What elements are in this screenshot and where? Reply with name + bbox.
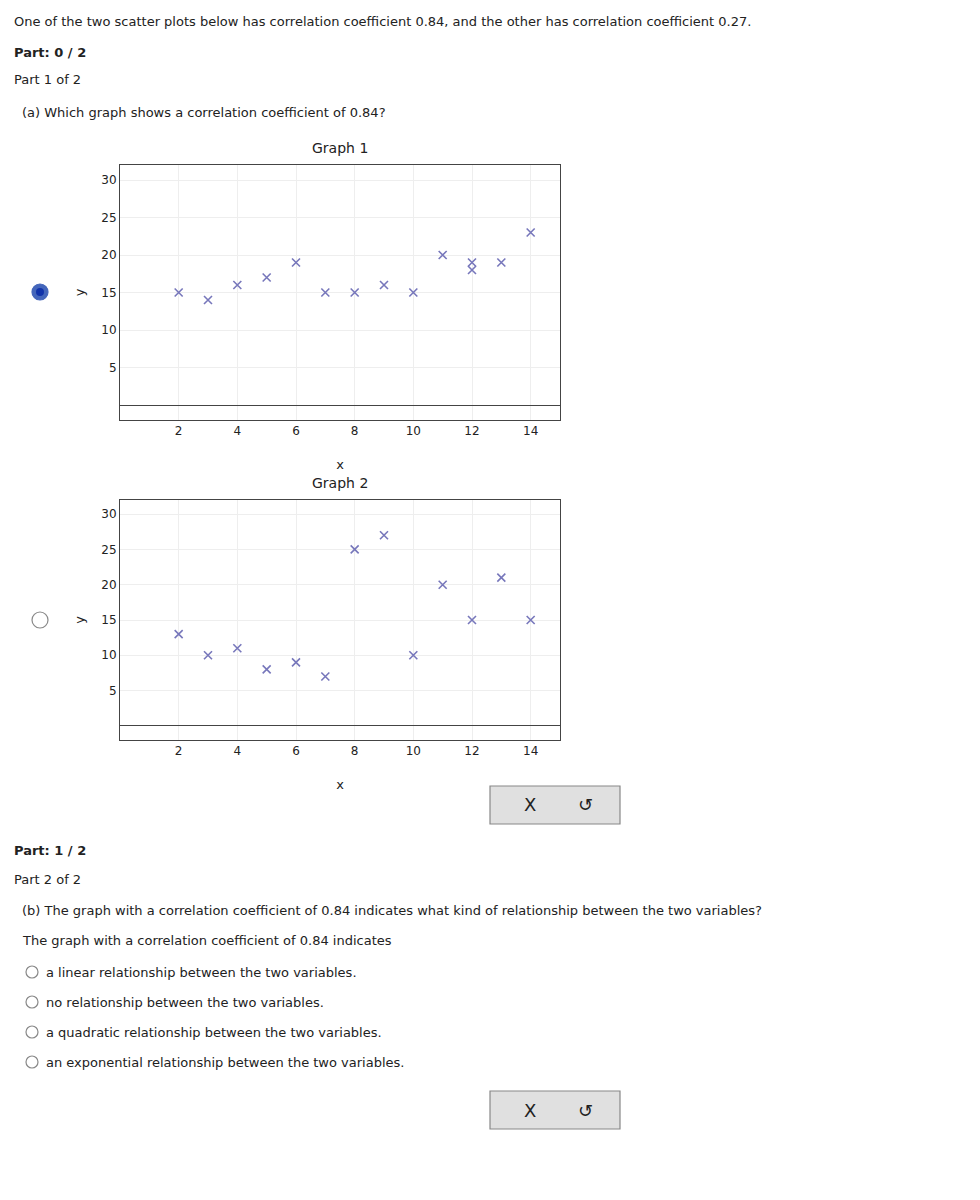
svg-text:25: 25 <box>101 211 116 225</box>
svg-text:30: 30 <box>101 507 116 521</box>
svg-text:4: 4 <box>234 744 242 758</box>
svg-text:2: 2 <box>175 744 183 758</box>
svg-text:12: 12 <box>464 424 479 438</box>
svg-text:10: 10 <box>101 648 116 662</box>
svg-text:20: 20 <box>101 248 116 262</box>
svg-text:2: 2 <box>175 424 183 438</box>
svg-text:15: 15 <box>101 286 116 300</box>
svg-text:6: 6 <box>292 744 300 758</box>
svg-text:5: 5 <box>109 684 117 698</box>
svg-text:Part: 1 / 2: Part: 1 / 2 <box>14 843 86 858</box>
svg-text:x: x <box>336 457 344 472</box>
svg-text:Part 2 of 2: Part 2 of 2 <box>14 872 81 887</box>
svg-text:↺: ↺ <box>578 794 593 815</box>
svg-text:30: 30 <box>101 173 116 187</box>
svg-text:One of the two scatter plots b: One of the two scatter plots below has c… <box>14 14 751 29</box>
svg-text:(a) Which graph shows a correl: (a) Which graph shows a correlation coef… <box>22 105 386 120</box>
svg-text:X: X <box>524 1100 536 1121</box>
svg-text:6: 6 <box>292 424 300 438</box>
svg-text:Part 1 of 2: Part 1 of 2 <box>14 72 81 87</box>
svg-text:8: 8 <box>351 744 359 758</box>
svg-text:14: 14 <box>523 424 538 438</box>
svg-text:y: y <box>72 616 87 624</box>
svg-text:10: 10 <box>101 323 116 337</box>
svg-text:The graph with a correlation c: The graph with a correlation coefficient… <box>22 933 392 948</box>
svg-text:x: x <box>336 777 344 792</box>
svg-text:10: 10 <box>406 424 421 438</box>
svg-text:a quadratic relationship betwe: a quadratic relationship between the two… <box>46 1025 382 1040</box>
svg-text:Part: 0 / 2: Part: 0 / 2 <box>14 45 86 60</box>
svg-text:15: 15 <box>101 613 116 627</box>
svg-text:↺: ↺ <box>578 1100 593 1121</box>
svg-text:14: 14 <box>523 744 538 758</box>
svg-text:Graph 1: Graph 1 <box>312 140 368 156</box>
svg-text:an exponential relationship be: an exponential relationship between the … <box>46 1055 404 1070</box>
svg-text:25: 25 <box>101 543 116 557</box>
svg-text:a linear relationship between: a linear relationship between the two va… <box>46 965 357 980</box>
svg-text:8: 8 <box>351 424 359 438</box>
svg-text:X: X <box>524 794 536 815</box>
svg-text:12: 12 <box>464 744 479 758</box>
svg-text:4: 4 <box>234 424 242 438</box>
svg-text:(b) The graph with a correlati: (b) The graph with a correlation coeffic… <box>22 903 762 918</box>
svg-text:Graph 2: Graph 2 <box>312 475 368 491</box>
svg-text:10: 10 <box>406 744 421 758</box>
svg-text:5: 5 <box>109 361 117 375</box>
svg-text:20: 20 <box>101 578 116 592</box>
svg-text:no relationship between the tw: no relationship between the two variable… <box>46 995 324 1010</box>
svg-text:y: y <box>72 288 87 296</box>
